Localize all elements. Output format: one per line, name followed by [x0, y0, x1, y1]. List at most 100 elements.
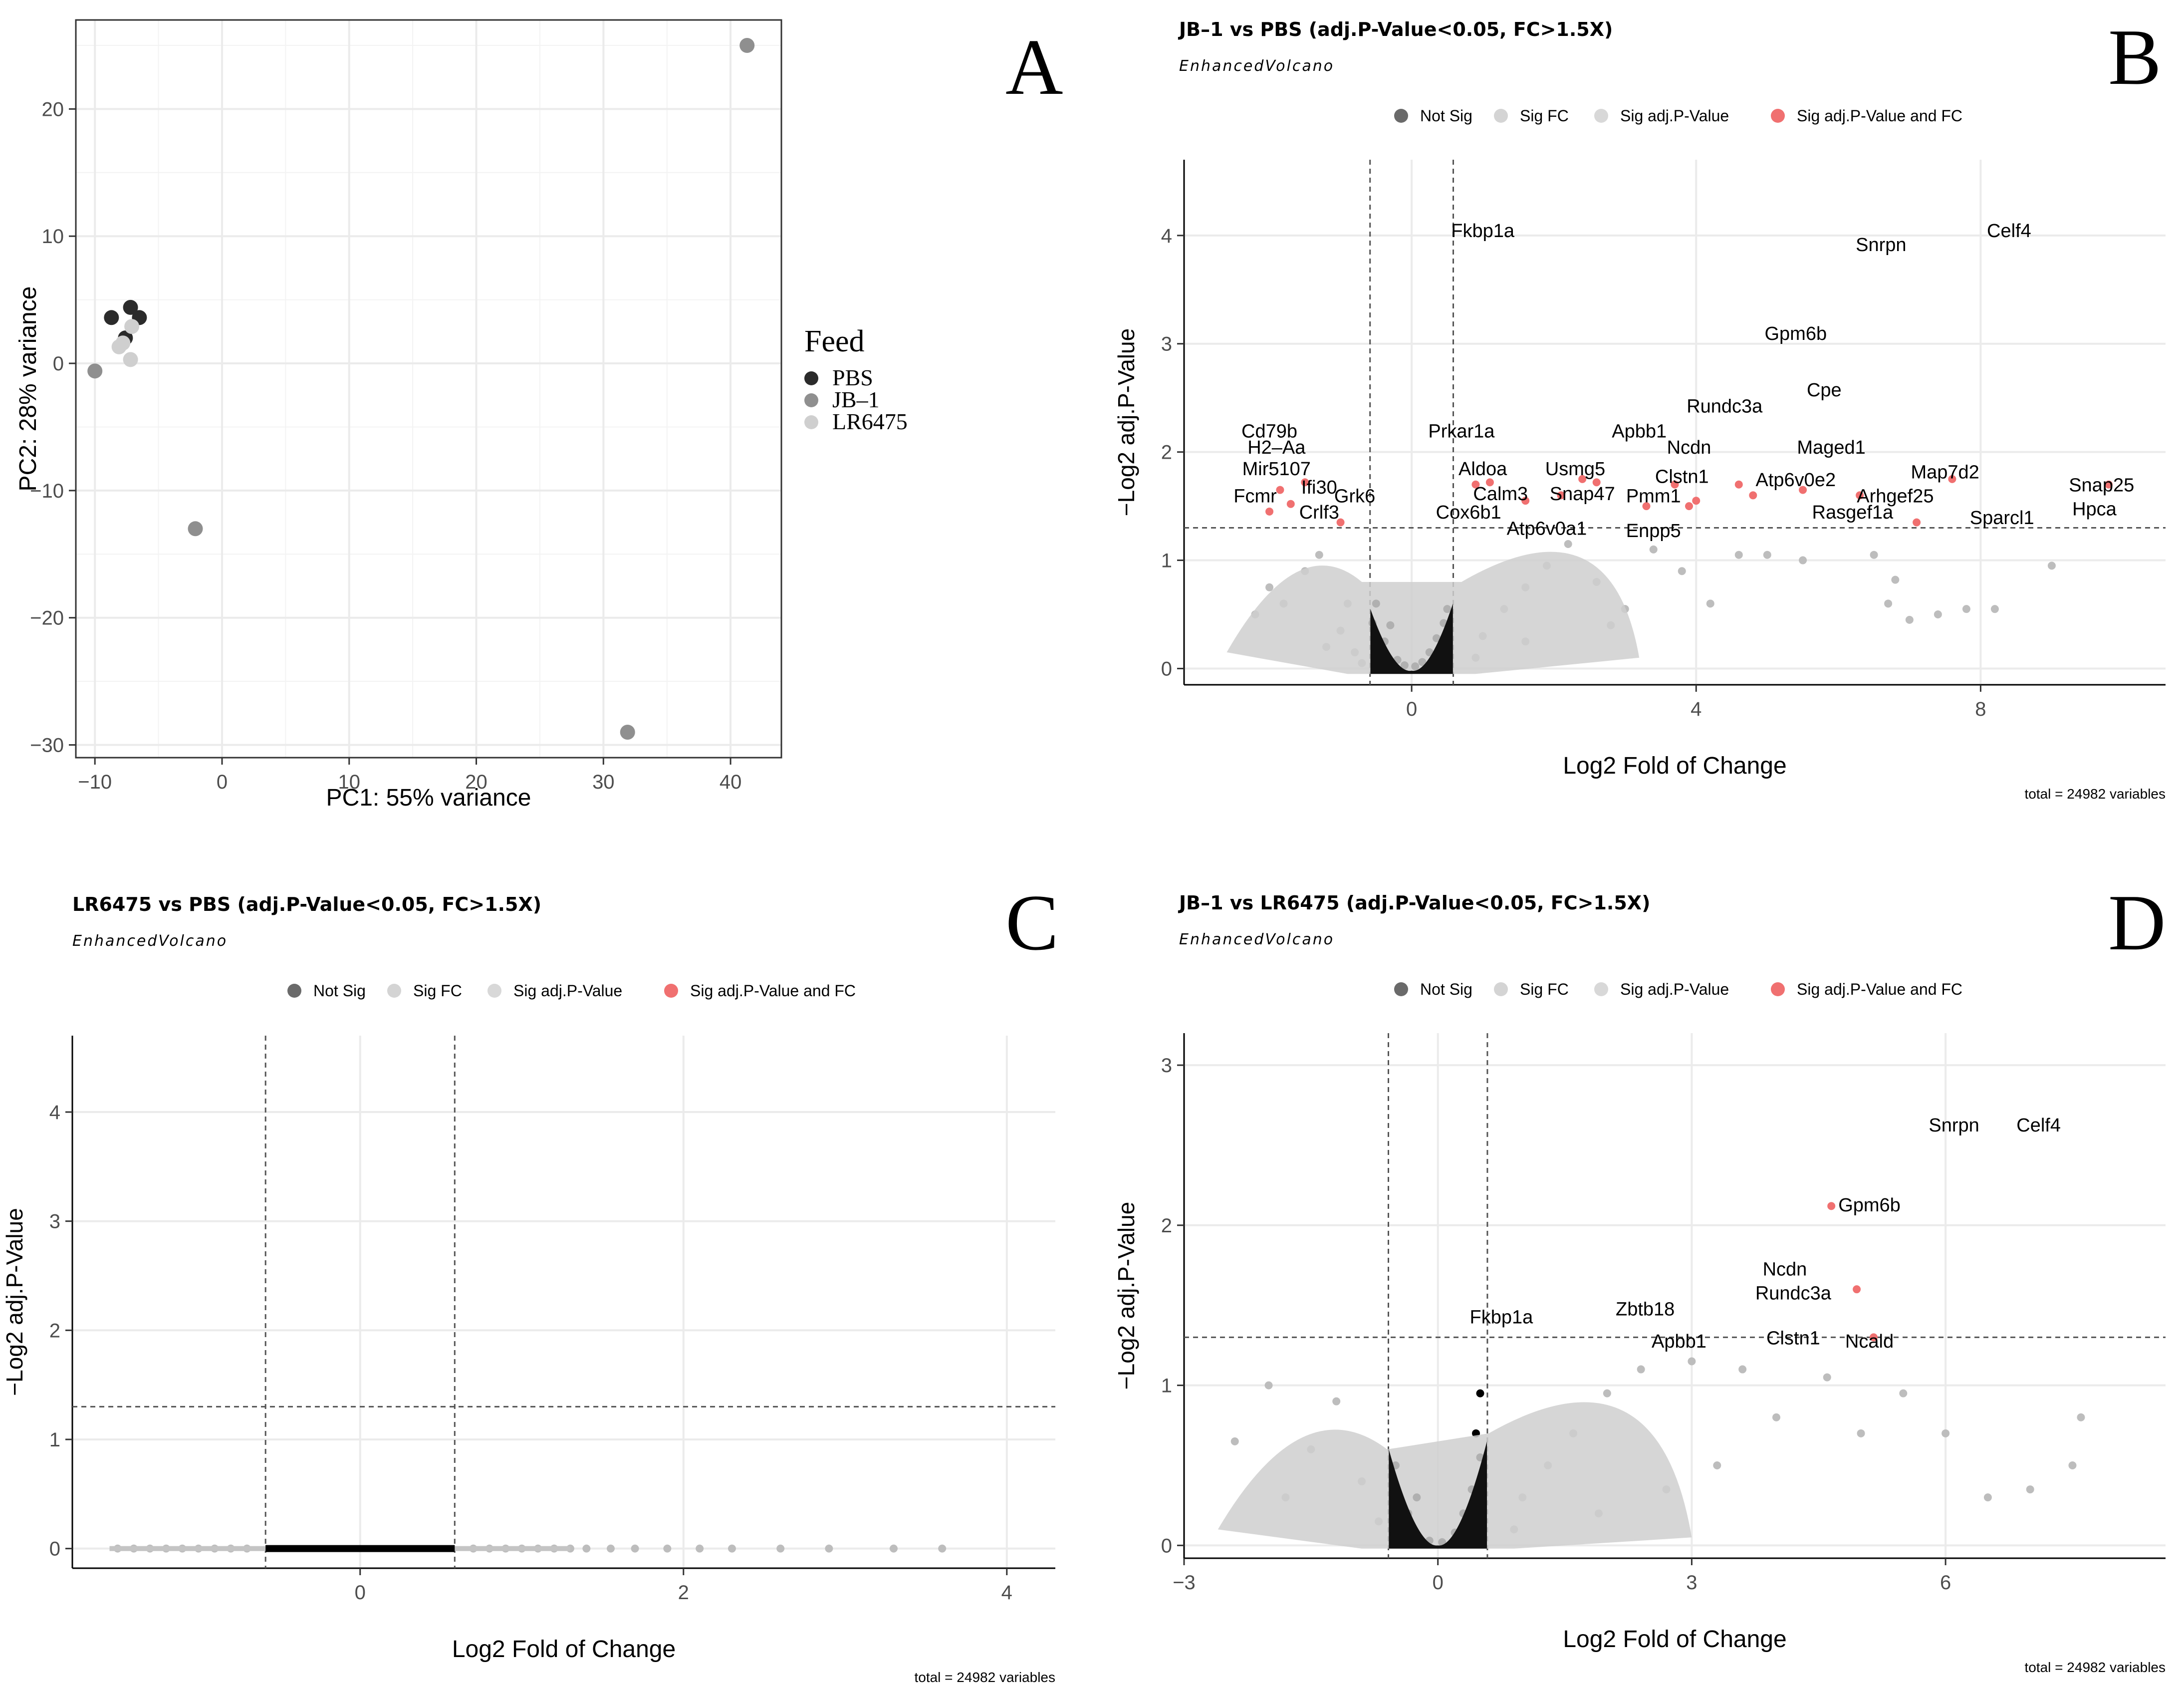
- x-tick-label: 0: [1406, 698, 1417, 720]
- x-tick-label: −3: [1173, 1572, 1196, 1594]
- gene-label: Apbb1: [1612, 421, 1667, 442]
- sig-fc-point: [663, 1544, 672, 1553]
- x-axis-title: Log2 Fold of Change: [1563, 1626, 1786, 1653]
- y-tick-label: 1: [1161, 550, 1172, 572]
- gene-label: Ncald: [1845, 1331, 1894, 1352]
- y-tick-label: 1: [49, 1429, 60, 1451]
- y-tick-label: 4: [49, 1102, 60, 1123]
- legend-label: Sig FC: [1520, 107, 1569, 125]
- legend-swatch: [1494, 109, 1508, 123]
- sig-fc-point: [606, 1544, 615, 1553]
- legend-label: Sig adj.P-Value and FC: [1797, 107, 1962, 125]
- sig-fc-point: [1603, 1389, 1611, 1398]
- legend-swatch: [1394, 109, 1408, 123]
- sig-fc-point: [1315, 551, 1323, 559]
- panel-c: LR6475 vs PBS (adj.P-Value<0.05, FC>1.5X…: [1, 893, 1055, 1683]
- sig-both-point: [1913, 518, 1921, 527]
- legend-swatch: [1771, 109, 1785, 123]
- gene-label: Apbb1: [1652, 1331, 1706, 1352]
- sig-fc-point: [582, 1544, 591, 1553]
- sig-both-point: [1485, 478, 1494, 487]
- gene-label: Cd79b: [1241, 421, 1297, 442]
- pca-point: [124, 319, 140, 334]
- sig-fc-point: [1823, 1373, 1831, 1382]
- y-tick-label: 20: [42, 98, 64, 120]
- gene-label: Rundc3a: [1755, 1283, 1832, 1304]
- sig-fc-point: [1564, 540, 1572, 549]
- y-tick-label: 3: [1161, 1055, 1172, 1077]
- legend-swatch: [664, 984, 678, 998]
- sig-fc-point: [1265, 583, 1274, 591]
- panel-letter-d: D: [2108, 878, 2166, 967]
- sig-both-point: [1521, 497, 1530, 505]
- legend-swatch: [387, 984, 401, 998]
- x-tick-label: 4: [1001, 1582, 1012, 1604]
- sig-both-point: [1749, 491, 1757, 500]
- sig-fc-point: [1962, 605, 1970, 613]
- x-axis-title: PC1: 55% variance: [326, 785, 531, 811]
- gene-label: Snap47: [1550, 484, 1615, 505]
- sig-fc-point: [1230, 1437, 1239, 1445]
- gene-label: Calm3: [1473, 484, 1528, 505]
- legend-label: Not Sig: [1420, 107, 1472, 125]
- x-tick-label: 0: [355, 1582, 366, 1604]
- caption: total = 24982 variables: [914, 1670, 1055, 1683]
- legend-title: Feed: [804, 324, 865, 358]
- plot-border: [75, 19, 782, 759]
- sig-both-point: [1592, 478, 1601, 487]
- legend-swatch: [804, 393, 818, 407]
- sig-fc-point: [825, 1544, 833, 1553]
- x-tick-label: 8: [1975, 698, 1986, 720]
- y-tick-label: −10: [30, 480, 64, 502]
- gene-label: Fkbp1a: [1470, 1307, 1534, 1328]
- gene-label: Gpm6b: [1764, 323, 1827, 344]
- legend-label: Sig adj.P-Value and FC: [1797, 980, 1962, 998]
- sig-fc-point: [1706, 599, 1714, 608]
- legend-label: Sig adj.P-Value: [1620, 107, 1729, 125]
- chart-title: JB–1 vs PBS (adj.P-Value<0.05, FC>1.5X): [1178, 18, 1613, 40]
- gene-label: Sparcl1: [1970, 508, 2034, 529]
- pca-point: [123, 352, 138, 367]
- sig-both-point: [1869, 1333, 1878, 1342]
- legend-swatch: [804, 371, 818, 385]
- gene-label: Mir5107: [1242, 459, 1311, 480]
- sig-fc-point: [1649, 545, 1658, 554]
- x-tick-label: 6: [1940, 1572, 1951, 1594]
- sig-both-point: [1301, 478, 1309, 487]
- sig-both-point: [1471, 480, 1480, 489]
- y-tick-label: 2: [1161, 442, 1172, 464]
- gene-label: Cox6b1: [1436, 502, 1501, 523]
- chart-title: LR6475 vs PBS (adj.P-Value<0.05, FC>1.5X…: [72, 893, 541, 915]
- sig-fc-point: [1990, 605, 1999, 613]
- sig-fc-point: [1891, 575, 1900, 584]
- gene-label: Fcmr: [1233, 486, 1277, 507]
- y-axis-title: −Log2 adj.P-Value: [1113, 1202, 1139, 1390]
- x-tick-label: 10: [338, 771, 361, 793]
- sig-both-point: [1692, 497, 1700, 505]
- chart-subtitle: EnhancedVolcano: [72, 932, 228, 950]
- gene-label: Usmg5: [1545, 459, 1605, 480]
- sig-both-point: [1336, 518, 1345, 527]
- sig-fc-point: [1799, 556, 1807, 564]
- gene-label: Gpm6b: [1838, 1195, 1901, 1216]
- y-axis-title: −Log2 adj.P-Value: [1113, 328, 1139, 516]
- x-tick-label: −10: [78, 771, 112, 793]
- caption: total = 24982 variables: [2024, 786, 2166, 802]
- pca-point: [739, 37, 755, 53]
- sig-fc-cloud: [1217, 1402, 1692, 1549]
- sig-fc-point: [889, 1544, 898, 1553]
- panel-letter-c: C: [1005, 878, 1059, 967]
- legend-label: Sig adj.P-Value: [513, 982, 622, 1000]
- sig-both-point: [1948, 475, 1956, 483]
- panel-b: JB–1 vs PBS (adj.P-Value<0.05, FC>1.5X) E…: [1113, 18, 2166, 802]
- y-tick-label: 0: [53, 353, 64, 375]
- sig-fc-point: [728, 1544, 736, 1553]
- chart-title: JB–1 vs LR6475 (adj.P-Value<0.05, FC>1.5…: [1178, 892, 1650, 914]
- legend-swatch: [1394, 982, 1408, 996]
- gene-label: Aldoa: [1458, 459, 1507, 480]
- panel-letter-b: B: [2108, 12, 2162, 101]
- gene-label: Snrpn: [1929, 1115, 1979, 1136]
- sig-fc-point: [1763, 551, 1771, 559]
- sig-both-point: [1642, 502, 1651, 511]
